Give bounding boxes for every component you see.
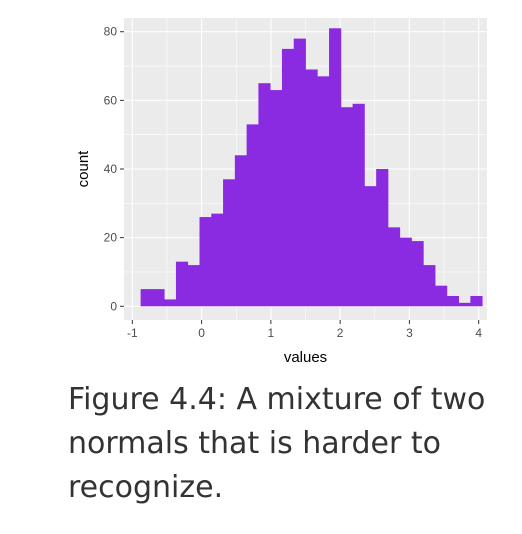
histogram-bar: [199, 217, 212, 307]
histogram-bar: [411, 241, 424, 307]
histogram-bar: [223, 179, 236, 307]
x-tick-label: 4: [475, 326, 482, 340]
y-tick-label: 40: [104, 162, 118, 176]
y-tick-label: 80: [104, 25, 118, 39]
histogram-bar: [352, 103, 365, 307]
histogram-bar: [211, 213, 224, 307]
histogram-bar: [187, 265, 200, 307]
histogram-bar: [140, 289, 153, 307]
histogram-bar: [458, 302, 471, 307]
x-tick-label: 1: [268, 326, 275, 340]
histogram-bar: [270, 90, 283, 307]
y-axis: 0 20 40 60 80: [104, 25, 124, 313]
histogram-bar: [329, 28, 342, 307]
histogram-bar: [281, 48, 295, 307]
y-tick-label: 60: [104, 93, 118, 107]
histogram-bar: [423, 265, 436, 307]
x-tick-label: -1: [127, 326, 138, 340]
figure-caption: Figure 4.4: A mixture of two normals tha…: [68, 382, 486, 505]
histogram-bar: [305, 69, 318, 307]
y-tick-label: 0: [110, 299, 117, 313]
y-tick-label: 20: [104, 231, 118, 245]
x-axis: -1 0 1 2 3 4: [127, 320, 482, 340]
histogram-bar: [258, 83, 271, 307]
x-tick-label: 2: [337, 326, 344, 340]
histogram-bar: [399, 237, 412, 307]
histogram-bar: [293, 38, 306, 307]
histogram-bars: [140, 28, 483, 307]
histogram-bar: [246, 124, 259, 307]
histogram-chart: -1 0 1 2 3 4 0 20 40 60 80 values count: [75, 18, 487, 366]
histogram-bar: [152, 289, 165, 307]
histogram-bar: [164, 299, 177, 307]
histogram-bar: [446, 295, 459, 307]
histogram-bar: [234, 155, 248, 307]
histogram-bar: [435, 285, 448, 307]
histogram-bar: [387, 227, 401, 307]
x-tick-label: 0: [198, 326, 205, 340]
histogram-bar: [376, 169, 389, 307]
y-axis-title: count: [75, 150, 92, 188]
histogram-bar: [340, 107, 354, 307]
histogram-bar: [470, 295, 483, 307]
x-axis-title: values: [284, 349, 327, 366]
histogram-bar: [364, 186, 377, 307]
histogram-bar: [317, 76, 330, 307]
x-tick-label: 3: [406, 326, 413, 340]
histogram-bar: [175, 261, 189, 307]
